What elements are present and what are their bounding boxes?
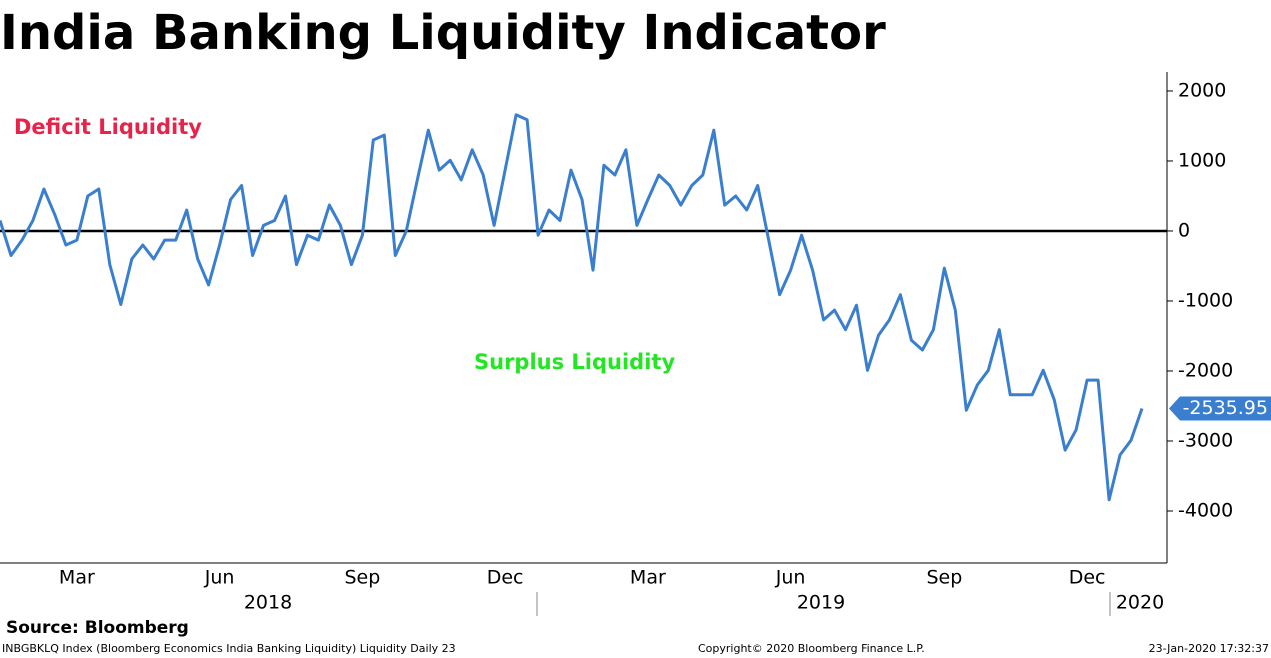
- x-tick-label: Sep: [926, 567, 962, 589]
- x-tick-label: Jun: [204, 567, 235, 589]
- x-tick-label: Sep: [344, 567, 380, 589]
- line: [0, 113, 1144, 502]
- year-label: 2020: [1116, 592, 1164, 614]
- x-tick-label: Mar: [59, 567, 95, 589]
- annotation: Surplus Liquidity: [474, 350, 675, 374]
- chart-title: India Banking Liquidity Indicator: [0, 5, 886, 61]
- year-label: 2018: [244, 592, 292, 614]
- y-tick-label: -1000: [1178, 289, 1233, 311]
- y-tick-label: -2000: [1178, 359, 1233, 381]
- y-tick-label: 1000: [1178, 149, 1226, 171]
- y-tick-label: -4000: [1178, 499, 1233, 521]
- y-tick-label: 2000: [1178, 79, 1226, 101]
- y-tick-label: -3000: [1178, 429, 1233, 451]
- year-label: 2019: [797, 592, 845, 614]
- source: Source: Bloomberg: [6, 618, 189, 638]
- x-tick-label: Mar: [630, 567, 666, 589]
- annotation: Deficit Liquidity: [14, 115, 202, 139]
- y-tick-label: 0: [1178, 219, 1190, 241]
- x-tick-label: Dec: [487, 567, 524, 589]
- footer: INBGBKLQ Index (Bloomberg Economics Indi…: [2, 642, 456, 655]
- footer: Copyright© 2020 Bloomberg Finance L.P.: [698, 642, 925, 655]
- x-tick-label: Dec: [1069, 567, 1106, 589]
- footer: 23-Jan-2020 17:32:37: [1149, 642, 1269, 655]
- last-value-tag: [1169, 396, 1271, 421]
- last-value-label: -2535.95: [1183, 397, 1268, 419]
- x-tick-label: Jun: [775, 567, 806, 589]
